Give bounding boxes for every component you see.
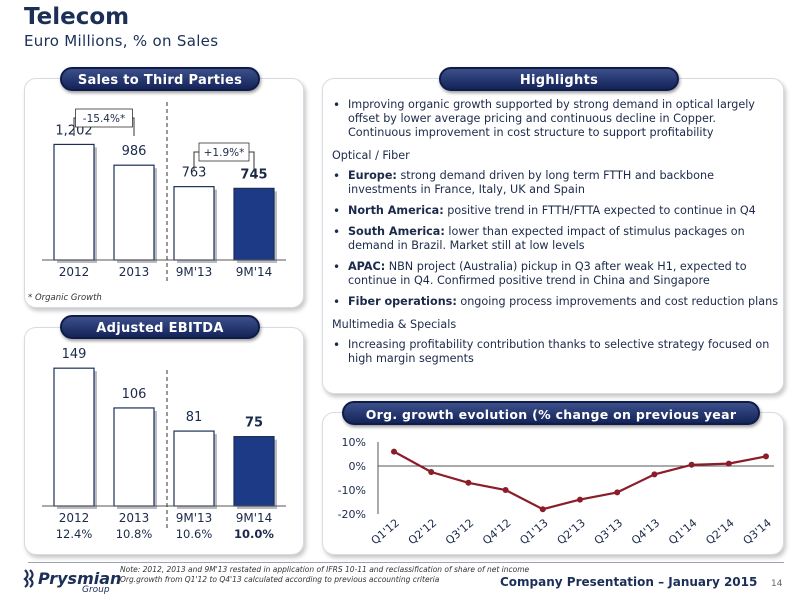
highlight-north-america: North America: positive trend in FTTH/FT… — [332, 204, 780, 218]
highlight-fiber-operations-label: Fiber operations: — [348, 295, 457, 308]
growth-xtick-label: Q2'13 — [555, 516, 588, 547]
page-title: Telecom — [24, 4, 130, 30]
highlight-north-america-label: North America: — [348, 204, 444, 217]
bar-value-label: 763 — [182, 166, 207, 181]
growth-left-box — [75, 108, 133, 128]
growth-ytick-label: -10% — [338, 484, 366, 497]
logo-text: Prysmian — [38, 569, 122, 588]
growth-point — [465, 479, 472, 486]
growth-ytick-label: -20% — [338, 508, 366, 521]
bar-value-label: 986 — [122, 144, 147, 159]
sales-chart: 1,202201298620137639M'137459M'14-15.4%*+… — [28, 102, 286, 303]
prysmian-logo-icon — [23, 569, 34, 588]
highlight-apac-label: APAC: — [348, 260, 386, 273]
growth-heading: Org. growth evolution (% change on previ… — [342, 401, 760, 446]
growth-ytick-label: 0% — [349, 460, 366, 473]
growth-point — [428, 469, 435, 475]
company-presentation-label: Company Presentation – January 2015 — [500, 575, 758, 589]
bar-value-label: 106 — [122, 387, 147, 402]
highlight-apac-text: NBN project (Australia) pickup in Q3 aft… — [348, 260, 747, 287]
growth-xtick-label: Q4'13 — [629, 516, 662, 547]
growth-point — [539, 506, 546, 513]
bar-value-label: 149 — [62, 347, 87, 362]
bar-category-label: 2013 — [119, 265, 150, 279]
bar-value-label: 745 — [240, 167, 267, 182]
bar — [173, 186, 215, 261]
growth-right-box — [198, 142, 250, 162]
section-optical-fiber: Optical / Fiber — [332, 149, 410, 162]
footer-note-1: Note: 2012, 2013 and 9M'13 restated in a… — [120, 565, 530, 574]
bar — [233, 187, 275, 261]
growth-xtick-label: Q2'14 — [703, 516, 736, 547]
section-multimedia-specials: Multimedia & Specials — [332, 318, 457, 331]
highlight-intro: Improving organic growth supported by st… — [332, 98, 780, 140]
growth-xtick-label: Q3'13 — [592, 516, 625, 547]
growth-left-label: -15.4%* — [83, 113, 125, 125]
ebitda-chart: 149 2012 106 2013 81 9M'13 75 9M'14 12.4% 10.8% 10… — [42, 347, 286, 541]
growth-xtick-label: Q2'12 — [406, 516, 439, 547]
highlight-north-america-text: positive trend in FTTH/FTTA expected to … — [443, 204, 756, 217]
highlights-heading: Highlights — [439, 67, 679, 91]
highlight-multimedia: Increasing profitability contribution th… — [332, 338, 780, 366]
growth-xtick-label: Q3'12 — [443, 516, 476, 547]
ebitda-margin-label: 10.8% — [116, 527, 153, 541]
bar-category-label: 9M'13 — [176, 511, 213, 525]
ebitda-heading: Adjusted EBITDA — [60, 315, 260, 339]
bar — [113, 407, 155, 507]
page-subtitle: Euro Millions, % on Sales — [24, 32, 219, 50]
growth-point — [391, 448, 397, 455]
growth-xtick-label: Q1'14 — [666, 516, 699, 547]
bar-category-label: 9M'14 — [236, 511, 273, 525]
ebitda-margin-label: 10.0% — [234, 527, 274, 541]
bar-category-label: 2012 — [59, 511, 90, 525]
growth-point — [688, 461, 695, 468]
growth-ytick-label: 10% — [342, 436, 366, 449]
highlight-fiber-operations: Fiber operations: ongoing process improv… — [332, 295, 780, 309]
growth-xtick-label: Q4'12 — [480, 516, 513, 547]
bar-value-label: 75 — [245, 416, 263, 431]
highlight-europe-label: Europe: — [348, 169, 397, 182]
growth-point — [502, 487, 509, 493]
growth-point — [577, 496, 583, 503]
highlight-south-america: South America: lower than expected impac… — [332, 225, 780, 253]
highlights-body: Improving organic growth supported by st… — [332, 98, 780, 373]
growth-point — [651, 471, 658, 478]
growth-xtick-label: Q1'13 — [517, 516, 550, 547]
highlight-europe: Europe: strong demand driven by long ter… — [332, 169, 780, 197]
organic-growth-footnote: * Organic Growth — [28, 293, 102, 303]
sales-heading: Sales to Third Parties — [60, 67, 260, 91]
bar-category-label: 2013 — [119, 511, 150, 525]
growth-right-label: +1.9%* — [204, 147, 245, 159]
growth-point — [725, 460, 732, 467]
highlight-europe-text: strong demand driven by long term FTTH a… — [348, 169, 714, 196]
ebitda-margin-label: 10.6% — [176, 527, 213, 541]
growth-point — [763, 453, 769, 460]
footer-divider — [28, 562, 784, 563]
growth-xtick-label: Q3'14 — [741, 516, 774, 547]
footer-notes: Note: 2012, 2013 and 9M'13 restated in a… — [120, 565, 529, 585]
logo-subtext: Group — [82, 585, 110, 595]
growth-xtick-label: Q1'12 — [369, 516, 402, 547]
bar — [113, 164, 155, 261]
bar — [173, 430, 215, 507]
highlight-south-america-text: lower than expected impact of stimulus p… — [348, 225, 745, 252]
growth-point — [614, 489, 621, 496]
bar-category-label: 9M'13 — [176, 265, 213, 279]
bar-value-label: 81 — [186, 410, 203, 425]
growth-chart: 10%0%-10%-20%Q1'12 Q2'12 Q3'12 Q4'12 Q1'13 Q2… — [338, 436, 774, 547]
footer-note-2: Org.growth from Q1'12 to Q4'13 calculate… — [120, 575, 440, 584]
highlight-apac: APAC: NBN project (Australia) pickup in … — [332, 260, 780, 288]
bar — [53, 143, 95, 261]
growth-panel — [322, 412, 784, 555]
bar — [233, 436, 275, 507]
bar-category-label: 2012 — [59, 265, 90, 279]
highlight-fiber-operations-text: ongoing process improvements and cost re… — [456, 295, 779, 308]
bar-category-label: 9M'14 — [236, 265, 273, 279]
bar — [53, 367, 95, 507]
page-number: 14 — [771, 579, 783, 589]
ebitda-margin-label: 12.4% — [56, 527, 93, 541]
highlight-south-america-label: South America: — [348, 225, 445, 238]
